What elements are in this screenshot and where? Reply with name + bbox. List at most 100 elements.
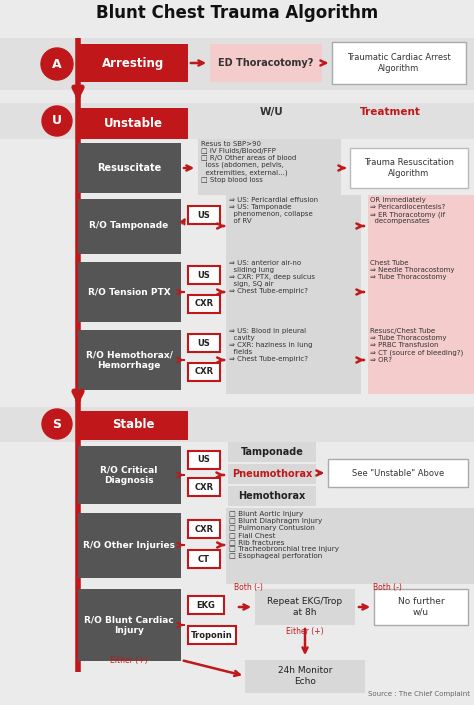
Text: R/O Tamponade: R/O Tamponade — [90, 221, 169, 231]
Bar — [226, 258, 361, 326]
Bar — [188, 363, 220, 381]
Text: ⇒ US: Blood in pleural
  cavity
⇒ CXR: haziness in lung
  fields
⇒ Chest Tube-em: ⇒ US: Blood in pleural cavity ⇒ CXR: haz… — [229, 328, 312, 362]
Circle shape — [41, 48, 73, 80]
Bar — [78, 513, 181, 578]
Text: W/U: W/U — [260, 107, 284, 117]
Bar — [188, 520, 220, 538]
Bar — [188, 206, 220, 224]
Bar — [188, 478, 220, 496]
Bar — [368, 326, 474, 394]
Bar — [226, 508, 474, 584]
Text: US: US — [198, 211, 210, 219]
Bar — [228, 442, 316, 462]
Bar — [78, 108, 188, 139]
Bar — [78, 44, 188, 82]
Bar — [188, 266, 220, 284]
Text: CT: CT — [198, 555, 210, 563]
Circle shape — [42, 409, 72, 439]
Text: Stable: Stable — [112, 419, 154, 431]
Text: Troponin: Troponin — [191, 630, 233, 639]
Text: Both (-): Both (-) — [373, 583, 401, 592]
Text: R/O Blunt Cardiac
Injury: R/O Blunt Cardiac Injury — [84, 615, 174, 634]
Bar — [210, 44, 322, 82]
Text: CXR: CXR — [194, 367, 214, 376]
Bar — [228, 464, 316, 484]
Bar — [374, 589, 468, 625]
Bar — [188, 334, 220, 352]
Bar — [0, 326, 474, 394]
Bar — [0, 38, 474, 90]
Bar — [188, 550, 220, 568]
Bar — [78, 262, 181, 322]
Bar — [78, 330, 181, 390]
Bar — [332, 42, 466, 84]
Bar — [0, 442, 474, 508]
Text: Resusc/Chest Tube
⇒ Tube Thoracostomy
⇒ PRBC Transfusion
⇒ CT (source of bleedin: Resusc/Chest Tube ⇒ Tube Thoracostomy ⇒ … — [370, 328, 463, 362]
Text: Either (+): Either (+) — [286, 627, 324, 636]
Text: Traumatic Cardiac Arrest
Algorithm: Traumatic Cardiac Arrest Algorithm — [347, 54, 451, 73]
Bar — [0, 407, 474, 442]
Text: ED Thoracotomy?: ED Thoracotomy? — [219, 58, 314, 68]
Bar — [0, 258, 474, 326]
Text: See "Unstable" Above: See "Unstable" Above — [352, 469, 444, 477]
Bar — [0, 195, 474, 258]
Bar — [0, 139, 474, 195]
Bar — [228, 486, 316, 506]
Text: CXR: CXR — [194, 482, 214, 491]
Text: CXR: CXR — [194, 300, 214, 309]
Bar — [226, 326, 361, 394]
Bar — [368, 195, 474, 258]
Bar — [0, 103, 474, 139]
Bar — [78, 589, 181, 661]
Text: S: S — [53, 417, 62, 431]
Bar — [188, 596, 224, 614]
Text: Unstable: Unstable — [103, 117, 163, 130]
Text: CXR: CXR — [194, 525, 214, 534]
Text: R/O Critical
Diagnosis: R/O Critical Diagnosis — [100, 465, 158, 485]
Bar — [78, 199, 181, 254]
Text: Pneumothorax: Pneumothorax — [232, 469, 312, 479]
Text: A: A — [52, 58, 62, 70]
Bar — [328, 459, 468, 487]
Bar — [188, 451, 220, 469]
Bar — [198, 139, 341, 195]
Text: Resus to SBP>90
□ IV Fluids/Blood/FFP
□ R/O Other areas of blood
  loss (abdomen: Resus to SBP>90 □ IV Fluids/Blood/FFP □ … — [201, 141, 296, 183]
Bar — [0, 584, 474, 689]
Text: EKG: EKG — [197, 601, 216, 610]
Text: Arresting: Arresting — [102, 56, 164, 70]
Bar — [226, 195, 361, 258]
Text: Chest Tube
⇒ Needle Thoracostomy
⇒ Tube Thoracostomy: Chest Tube ⇒ Needle Thoracostomy ⇒ Tube … — [370, 260, 455, 280]
Bar — [0, 508, 474, 584]
Text: 24h Monitor
Echo: 24h Monitor Echo — [278, 666, 332, 686]
Text: Resuscitate: Resuscitate — [97, 163, 161, 173]
Bar — [255, 589, 355, 625]
Bar — [368, 258, 474, 326]
Text: Blunt Chest Trauma Algorithm: Blunt Chest Trauma Algorithm — [96, 4, 378, 22]
Text: Tamponade: Tamponade — [241, 447, 303, 457]
Text: U: U — [52, 114, 62, 128]
Text: ⇒ US: Pericardial effusion
⇒ US: Tamponade
  phenomenon, collapse
  of RV: ⇒ US: Pericardial effusion ⇒ US: Tampona… — [229, 197, 318, 224]
Text: US: US — [198, 455, 210, 465]
Bar — [188, 626, 236, 644]
Text: US: US — [198, 338, 210, 348]
Bar — [188, 295, 220, 313]
Text: OR Immediately
⇒ Pericardiocentesis?
⇒ ER Thoracotomy (if
  decompensates: OR Immediately ⇒ Pericardiocentesis? ⇒ E… — [370, 197, 445, 224]
Bar — [350, 148, 468, 188]
Text: □ Blunt Aortic Injury
□ Blunt Diaphragm Injury
□ Pulmonary Contusion
□ Flail Che: □ Blunt Aortic Injury □ Blunt Diaphragm … — [229, 511, 339, 559]
Text: Either (+): Either (+) — [110, 656, 148, 665]
Text: Source : The Chief Complaint: Source : The Chief Complaint — [368, 691, 470, 697]
Text: ⇒ US: anterior air-no
  sliding lung
⇒ CXR: PTX, deep sulcus
  sign, SQ air
⇒ Ch: ⇒ US: anterior air-no sliding lung ⇒ CXR… — [229, 260, 315, 294]
Text: R/O Tension PTX: R/O Tension PTX — [88, 288, 170, 297]
Circle shape — [42, 106, 72, 136]
Text: Both (-): Both (-) — [234, 583, 263, 592]
Text: US: US — [198, 271, 210, 279]
Text: Hemothorax: Hemothorax — [238, 491, 306, 501]
Text: Trauma Resuscitation
Algorithm: Trauma Resuscitation Algorithm — [364, 159, 454, 178]
Bar — [78, 446, 181, 504]
Bar — [245, 660, 365, 693]
Text: No further
w/u: No further w/u — [398, 597, 444, 617]
Text: R/O Hemothorax/
Hemorrhage: R/O Hemothorax/ Hemorrhage — [86, 350, 173, 369]
Text: Repeat EKG/Trop
at 8h: Repeat EKG/Trop at 8h — [267, 597, 343, 617]
Text: R/O Other Injuries: R/O Other Injuries — [83, 541, 175, 549]
Bar — [78, 143, 181, 193]
